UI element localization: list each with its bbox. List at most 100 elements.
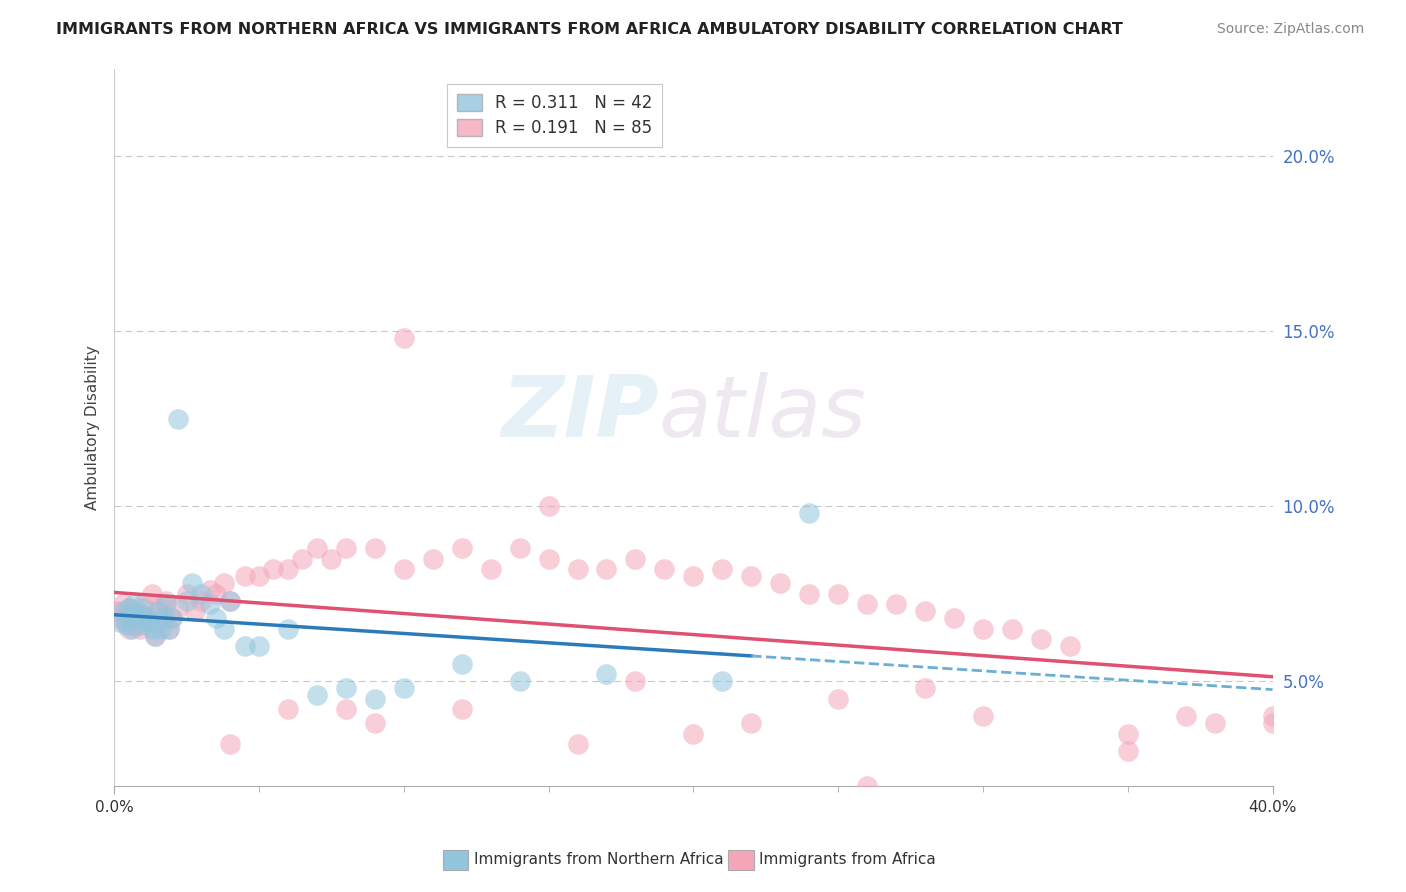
Point <box>247 569 270 583</box>
Point <box>149 597 172 611</box>
Point <box>1261 716 1284 731</box>
Point <box>167 600 190 615</box>
Point <box>111 597 134 611</box>
Y-axis label: Ambulatory Disability: Ambulatory Disability <box>86 345 100 510</box>
Point <box>176 587 198 601</box>
Point <box>682 727 704 741</box>
Point <box>595 562 617 576</box>
Point <box>305 689 328 703</box>
Point <box>335 541 357 556</box>
Point <box>143 629 166 643</box>
Point <box>392 562 415 576</box>
Point <box>114 618 136 632</box>
Point <box>972 709 994 723</box>
Point <box>291 551 314 566</box>
Point <box>827 587 849 601</box>
Point <box>247 640 270 654</box>
Point <box>118 622 141 636</box>
Point <box>160 611 183 625</box>
Point <box>537 500 560 514</box>
Point <box>129 618 152 632</box>
Point <box>233 569 256 583</box>
Point <box>914 681 936 696</box>
Point <box>827 691 849 706</box>
Point <box>108 615 131 629</box>
Point <box>160 611 183 625</box>
Point <box>190 594 212 608</box>
Point <box>118 600 141 615</box>
Text: Immigrants from Northern Africa: Immigrants from Northern Africa <box>474 853 724 867</box>
Point <box>138 615 160 629</box>
Point <box>799 587 821 601</box>
Point <box>212 622 235 636</box>
Point <box>972 622 994 636</box>
Point <box>114 615 136 629</box>
Point <box>1174 709 1197 723</box>
Point <box>124 604 146 618</box>
Point <box>450 541 472 556</box>
Point <box>595 667 617 681</box>
Point <box>799 506 821 520</box>
Point <box>198 583 221 598</box>
Point <box>277 702 299 716</box>
Point <box>152 611 174 625</box>
Point <box>509 674 531 689</box>
Point <box>198 597 221 611</box>
Point <box>856 597 879 611</box>
Point <box>321 551 343 566</box>
Point <box>364 541 387 556</box>
Point <box>479 562 502 576</box>
Point <box>335 681 357 696</box>
Point <box>152 611 174 625</box>
Point <box>127 611 149 625</box>
Point <box>146 604 169 618</box>
Point <box>1116 744 1139 758</box>
Point <box>233 640 256 654</box>
Point <box>121 622 143 636</box>
Point <box>129 622 152 636</box>
Point <box>141 587 163 601</box>
Text: ZIP: ZIP <box>501 372 658 455</box>
Point <box>105 604 128 618</box>
Point <box>157 622 180 636</box>
Point <box>132 597 155 611</box>
Point <box>176 594 198 608</box>
Point <box>219 594 242 608</box>
Point <box>392 681 415 696</box>
Text: atlas: atlas <box>658 372 866 455</box>
Point <box>537 551 560 566</box>
Point <box>1001 622 1024 636</box>
Point <box>914 604 936 618</box>
Point <box>124 607 146 622</box>
Point <box>364 716 387 731</box>
Point <box>364 691 387 706</box>
Point <box>277 622 299 636</box>
Point <box>132 607 155 622</box>
Point <box>124 618 146 632</box>
Point <box>1204 716 1226 731</box>
Point <box>204 611 226 625</box>
Point <box>1029 632 1052 647</box>
Point <box>118 600 141 615</box>
Point <box>118 611 141 625</box>
Point <box>654 562 676 576</box>
Point <box>124 597 146 611</box>
Point <box>219 737 242 751</box>
Point <box>108 611 131 625</box>
Point <box>127 611 149 625</box>
Point <box>212 576 235 591</box>
Point <box>682 569 704 583</box>
Point <box>769 576 792 591</box>
Text: Source: ZipAtlas.com: Source: ZipAtlas.com <box>1216 22 1364 37</box>
Point <box>184 604 207 618</box>
Point <box>856 780 879 794</box>
Point <box>157 622 180 636</box>
Point <box>711 562 734 576</box>
Point <box>135 611 157 625</box>
Point <box>135 611 157 625</box>
Text: IMMIGRANTS FROM NORTHERN AFRICA VS IMMIGRANTS FROM AFRICA AMBULATORY DISABILITY : IMMIGRANTS FROM NORTHERN AFRICA VS IMMIG… <box>56 22 1123 37</box>
Point <box>509 541 531 556</box>
Point <box>450 657 472 671</box>
Point <box>149 622 172 636</box>
Point <box>138 615 160 629</box>
